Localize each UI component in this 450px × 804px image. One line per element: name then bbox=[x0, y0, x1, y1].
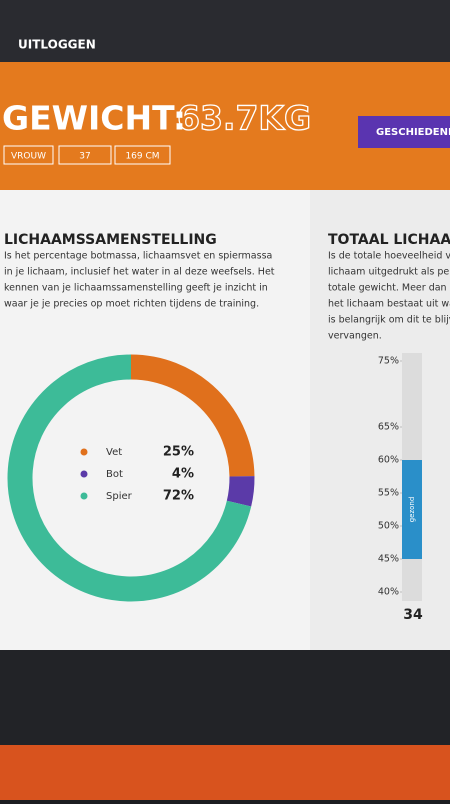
paragraph-line: lichaam uitgedrukt als per bbox=[328, 267, 450, 278]
history-button[interactable] bbox=[358, 116, 450, 148]
legend-label: Spier bbox=[106, 491, 133, 502]
paragraph-line: in je lichaam, inclusief het water in al… bbox=[4, 267, 275, 278]
legend-label: Vet bbox=[106, 447, 122, 458]
paragraph-line: het lichaam bestaat uit wa bbox=[328, 299, 450, 310]
paragraph-line: totale gewicht. Meer dan d bbox=[328, 283, 450, 294]
donut-segment bbox=[130, 354, 255, 477]
paragraph-line: waar je je precies op moet richten tijde… bbox=[4, 299, 259, 310]
tag-box bbox=[58, 145, 112, 165]
range-label: gezond bbox=[408, 497, 416, 523]
paragraph-line: Is de totale hoeveelheid vo bbox=[328, 251, 450, 262]
composition-title: LICHAAMSSAMENSTELLING bbox=[4, 232, 217, 248]
tag-box bbox=[3, 145, 54, 165]
y-tick-label: 55% bbox=[378, 488, 399, 499]
donut-segment bbox=[7, 354, 252, 602]
side-panel bbox=[310, 190, 450, 650]
value-label: 72% bbox=[163, 489, 194, 504]
paragraph-line: kennen van je lichaamssamenstelling geef… bbox=[4, 283, 268, 294]
y-tick-label: 60% bbox=[378, 455, 399, 466]
y-tick-label: 75% bbox=[378, 356, 399, 367]
legend-dot bbox=[80, 492, 88, 500]
bezel bbox=[0, 650, 450, 745]
water-title: TOTAAL LICHAA bbox=[328, 232, 450, 248]
top-bar bbox=[0, 0, 450, 62]
donut-segment bbox=[226, 476, 255, 507]
y-tick-label: 65% bbox=[378, 422, 399, 433]
tag-box bbox=[114, 145, 171, 165]
history-label[interactable]: GESCHIEDENI bbox=[376, 127, 450, 138]
paragraph-line: vervangen. bbox=[328, 331, 382, 342]
logout[interactable]: UITLOGGEN bbox=[18, 38, 96, 52]
paragraph-line: Is het percentage botmassa, lichaamsvet … bbox=[4, 251, 272, 262]
tag: 37 bbox=[79, 152, 90, 162]
weight-value: 63.7KG bbox=[177, 99, 311, 138]
tag: VROUW bbox=[11, 152, 46, 162]
y-tick-label: 40% bbox=[378, 587, 399, 598]
y-tick-label: 50% bbox=[378, 521, 399, 532]
value-label: 4% bbox=[172, 467, 194, 482]
tag: 169 CM bbox=[125, 152, 159, 162]
y-tick-label: 45% bbox=[378, 554, 399, 565]
legend-label: Bot bbox=[106, 469, 123, 480]
bottom-strip bbox=[0, 745, 450, 800]
legend-dot bbox=[80, 470, 88, 478]
legend-dot bbox=[80, 448, 88, 456]
paragraph-line: is belangrijk om dit te blijv bbox=[328, 315, 450, 326]
weight-label: GEWICHT: bbox=[2, 99, 186, 138]
water-value: 34 bbox=[403, 607, 423, 623]
healthy-range bbox=[402, 460, 422, 559]
value-label: 25% bbox=[163, 445, 194, 460]
